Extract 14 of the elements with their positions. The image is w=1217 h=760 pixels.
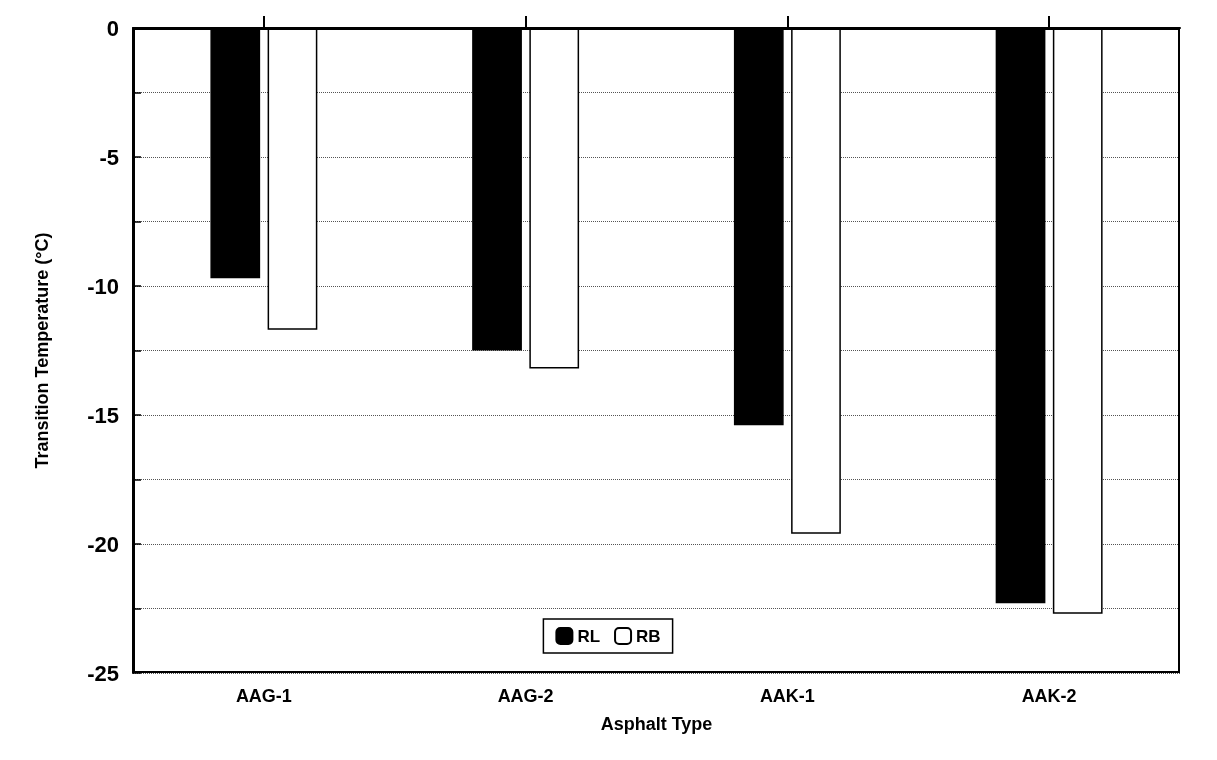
legend-label: RB xyxy=(636,626,661,646)
x-tick-label: AAG-1 xyxy=(235,686,292,706)
y-tick-label: -5 xyxy=(99,144,119,170)
y-tick-label: -15 xyxy=(87,402,119,428)
legend-label: RL xyxy=(577,626,601,646)
y-axis-title: Transition Temperature (°C) xyxy=(32,232,52,469)
x-tick-label: AAG-2 xyxy=(497,686,554,706)
x-tick-label: AAK-2 xyxy=(1021,686,1077,706)
y-tick-label: -10 xyxy=(87,273,119,299)
x-tick-label: AAK-1 xyxy=(759,686,815,706)
x-axis-title: Asphalt Type xyxy=(600,714,713,734)
y-tick-label: 0 xyxy=(106,15,119,41)
y-tick-label: -20 xyxy=(87,531,119,557)
y-tick-label: -25 xyxy=(87,660,119,686)
